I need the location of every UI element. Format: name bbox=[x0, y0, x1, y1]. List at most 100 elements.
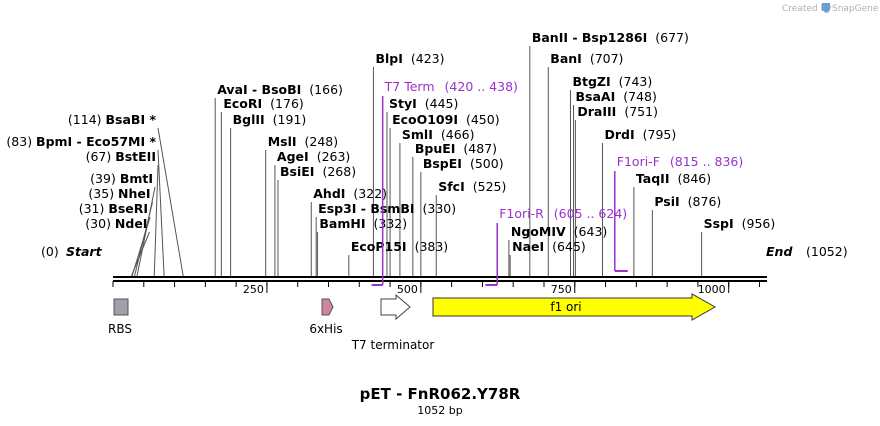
enzyme-site: EcoP15I (383) bbox=[351, 239, 448, 254]
enzyme-name: EcoO109I bbox=[392, 112, 458, 127]
plasmid-name: pET - FnR062.Y78R bbox=[360, 385, 521, 403]
enzyme-label: TaqII (846) bbox=[636, 171, 711, 186]
enzyme-name: DrdI bbox=[604, 127, 634, 142]
enzyme-site: BpuEI (487) bbox=[415, 141, 497, 156]
enzyme-name: BlpI bbox=[375, 51, 402, 66]
enzyme-position: (677) bbox=[655, 30, 689, 45]
enzyme-label: DrdI (795) bbox=[604, 127, 676, 142]
enzyme-position: (466) bbox=[441, 127, 475, 142]
f1-ori-feature: f1 ori bbox=[432, 293, 717, 321]
enzyme-label: AvaI - BsoBI (166) bbox=[217, 82, 343, 97]
end-label: End bbox=[766, 244, 793, 259]
enzyme-position: (525) bbox=[473, 179, 507, 194]
enzyme-site: PsiI (876) bbox=[654, 194, 721, 209]
enzyme-name: BpuEI bbox=[415, 141, 456, 156]
enzyme-site: SmlI (466) bbox=[402, 127, 475, 142]
enzyme-position: (332) bbox=[374, 216, 408, 231]
enzyme-label: (67) BstEII bbox=[86, 149, 156, 164]
enzyme-position: (248) bbox=[305, 134, 339, 149]
enzyme-position: (176) bbox=[270, 96, 304, 111]
start-label: Start bbox=[66, 244, 103, 259]
ruler-label: 250 bbox=[243, 283, 264, 296]
enzyme-position: (645) bbox=[552, 239, 586, 254]
enzyme-position: (322) bbox=[353, 186, 387, 201]
enzyme-position: (166) bbox=[309, 82, 343, 97]
enzyme-label: BamHI (332) bbox=[319, 216, 407, 231]
enzyme-name: NdeI bbox=[115, 216, 148, 231]
enzyme-label: EcoP15I (383) bbox=[351, 239, 448, 254]
enzyme-name: BanI bbox=[550, 51, 582, 66]
enzyme-site: Esp3I - BsmBI (330) bbox=[318, 201, 456, 216]
enzyme-site: BanI (707) bbox=[550, 51, 623, 66]
enzyme-name: BpmI - Eco57MI * bbox=[36, 134, 156, 149]
enzyme-position: (707) bbox=[590, 51, 624, 66]
enzyme-position: (31) bbox=[79, 201, 109, 216]
enzyme-name: EcoP15I bbox=[351, 239, 407, 254]
enzyme-label: BglII (191) bbox=[233, 112, 307, 127]
enzyme-site: TaqII (846) bbox=[636, 171, 711, 186]
enzyme-name: BstEII bbox=[115, 149, 156, 164]
snapgene-logo-icon bbox=[822, 3, 830, 13]
primer-range: (605 .. 624) bbox=[554, 206, 627, 221]
enzyme-label: BanII - Bsp1286I (677) bbox=[532, 30, 689, 45]
enzyme-position: (383) bbox=[415, 239, 449, 254]
enzyme-name: AhdI bbox=[313, 186, 345, 201]
start-position: (0) bbox=[41, 244, 59, 259]
enzyme-site: (114) BsaBI * bbox=[68, 112, 157, 127]
his-tag-label: 6xHis bbox=[309, 322, 342, 336]
enzyme-site: SfcI (525) bbox=[438, 179, 506, 194]
enzyme-position: (643) bbox=[574, 224, 608, 239]
primer-layer: T7 Term (420 .. 438)F1ori-R (605 .. 624)F1… bbox=[371, 79, 743, 286]
enzyme-site: DrdI (795) bbox=[604, 127, 676, 142]
enzyme-position: (263) bbox=[317, 149, 351, 164]
his-tag-feature: 6xHis bbox=[309, 298, 343, 336]
t7-terminator-feature: T7 terminator bbox=[351, 293, 434, 352]
enzyme-site: BglII (191) bbox=[233, 112, 307, 127]
enzyme-label: BspEI (500) bbox=[423, 156, 504, 171]
plasmid-length: 1052 bp bbox=[417, 404, 462, 417]
sequence-backbone bbox=[112, 276, 767, 287]
enzyme-label: StyI (445) bbox=[389, 96, 458, 111]
enzyme-label: BtgZI (743) bbox=[572, 74, 652, 89]
enzyme-cut-line bbox=[153, 164, 159, 277]
enzyme-site: EcoRI (176) bbox=[223, 96, 303, 111]
ruler: 250 500 750 1000 bbox=[243, 281, 730, 296]
enzyme-name: BsaBI * bbox=[106, 112, 157, 127]
enzyme-name: MslI bbox=[268, 134, 297, 149]
enzyme-label: MslI (248) bbox=[268, 134, 338, 149]
enzyme-site: StyI (445) bbox=[389, 96, 458, 111]
enzyme-label: SspI (956) bbox=[704, 216, 776, 231]
enzyme-position: (846) bbox=[677, 171, 711, 186]
enzyme-name: NaeI bbox=[512, 239, 544, 254]
enzyme-name: BsaAI bbox=[576, 89, 616, 104]
enzyme-site: (35) NheI bbox=[88, 186, 150, 201]
enzyme-site: DraIII (751) bbox=[577, 104, 658, 119]
enzyme-position: (67) bbox=[86, 149, 116, 164]
enzyme-label: (114) BsaBI * bbox=[68, 112, 157, 127]
enzyme-name: SmlI bbox=[402, 127, 433, 142]
primer-name: F1ori-R bbox=[499, 206, 544, 221]
enzyme-cut-line bbox=[136, 186, 156, 277]
primer-range: (815 .. 836) bbox=[670, 154, 743, 169]
enzyme-name: TaqII bbox=[636, 171, 670, 186]
enzyme-position: (330) bbox=[423, 201, 457, 216]
end-position: (1052) bbox=[806, 244, 848, 259]
enzyme-name: NheI bbox=[118, 186, 151, 201]
enzyme-label: (35) NheI bbox=[88, 186, 150, 201]
enzyme-name: BamHI bbox=[319, 216, 365, 231]
primer-label: F1ori-F (815 .. 836) bbox=[617, 154, 743, 169]
enzyme-site: (67) BstEII bbox=[86, 149, 156, 164]
f1-ori-arrow bbox=[432, 293, 717, 321]
enzyme-name: StyI bbox=[389, 96, 417, 111]
enzyme-cut-line bbox=[157, 127, 184, 277]
enzyme-name: AgeI bbox=[277, 149, 309, 164]
f1-ori-label: f1 ori bbox=[550, 300, 581, 314]
primer: F1ori-R (605 .. 624) bbox=[485, 206, 627, 286]
enzyme-position: (956) bbox=[742, 216, 776, 231]
enzyme-position: (748) bbox=[623, 89, 657, 104]
enzyme-label: (31) BseRI bbox=[79, 201, 148, 216]
enzyme-label: BsiEI (268) bbox=[280, 164, 356, 179]
enzyme-position: (268) bbox=[322, 164, 356, 179]
feature-layer: RBS 6xHis T7 terminator f1 ori bbox=[108, 293, 717, 352]
primer: T7 Term (420 .. 438) bbox=[371, 79, 518, 286]
